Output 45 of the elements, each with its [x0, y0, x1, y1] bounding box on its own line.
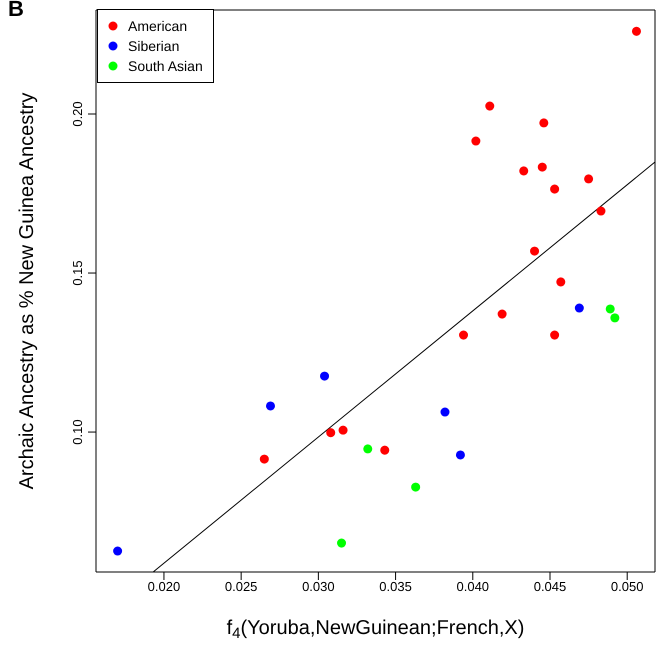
x-axis-title: f$_{4}$(Yoruba,NewGuinean;French,X) — [226, 617, 524, 642]
point — [550, 330, 560, 340]
point — [498, 310, 507, 319]
point — [440, 408, 450, 417]
point — [363, 444, 372, 454]
y-tick-label: 0.15 — [70, 260, 85, 286]
point — [574, 304, 584, 313]
point — [606, 304, 615, 314]
point — [485, 102, 494, 111]
point — [632, 26, 641, 36]
point — [459, 330, 468, 340]
x-tick-label: 0.025 — [224, 579, 258, 594]
point — [550, 184, 560, 194]
x-tick-label: 0.020 — [148, 579, 180, 594]
point — [556, 277, 566, 286]
point — [456, 450, 465, 460]
x-tick-label: 0.040 — [456, 579, 490, 594]
point — [584, 174, 594, 184]
point — [326, 428, 336, 438]
text: B — [8, 0, 24, 22]
point — [538, 162, 547, 172]
point — [610, 313, 620, 322]
x-tick-label: 0.035 — [379, 579, 412, 594]
legend-label: South Asian — [128, 57, 203, 76]
point — [320, 372, 330, 381]
point — [530, 246, 540, 256]
x-tick-label: 0.050 — [610, 579, 644, 594]
point — [539, 118, 548, 128]
point — [519, 166, 528, 176]
point — [471, 136, 480, 146]
point — [380, 446, 390, 455]
point — [338, 426, 348, 435]
y-axis-title: Archaic Ancestry as % New Guinea Ancestry — [16, 92, 38, 490]
point — [596, 206, 606, 216]
point — [337, 538, 346, 548]
point — [411, 482, 420, 492]
point — [260, 454, 269, 464]
point — [266, 401, 276, 410]
x-tick-label: 0.030 — [302, 579, 335, 594]
legend-label: American — [128, 17, 188, 36]
legend-label: Siberian — [128, 37, 180, 56]
point — [113, 546, 122, 556]
x-tick-label: 0.045 — [534, 579, 566, 594]
y-tick-label: 0.20 — [70, 101, 85, 127]
y-tick-label: 0.10 — [70, 419, 85, 445]
